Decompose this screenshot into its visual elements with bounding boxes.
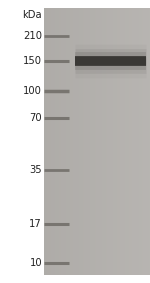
Text: 17: 17 <box>29 218 42 229</box>
Text: 210: 210 <box>23 31 42 41</box>
Bar <box>44 8 150 275</box>
Text: 100: 100 <box>23 86 42 96</box>
Text: 70: 70 <box>29 113 42 123</box>
Text: 150: 150 <box>23 56 42 66</box>
Text: 10: 10 <box>29 258 42 268</box>
Text: kDa: kDa <box>22 10 42 20</box>
Text: 35: 35 <box>29 165 42 175</box>
